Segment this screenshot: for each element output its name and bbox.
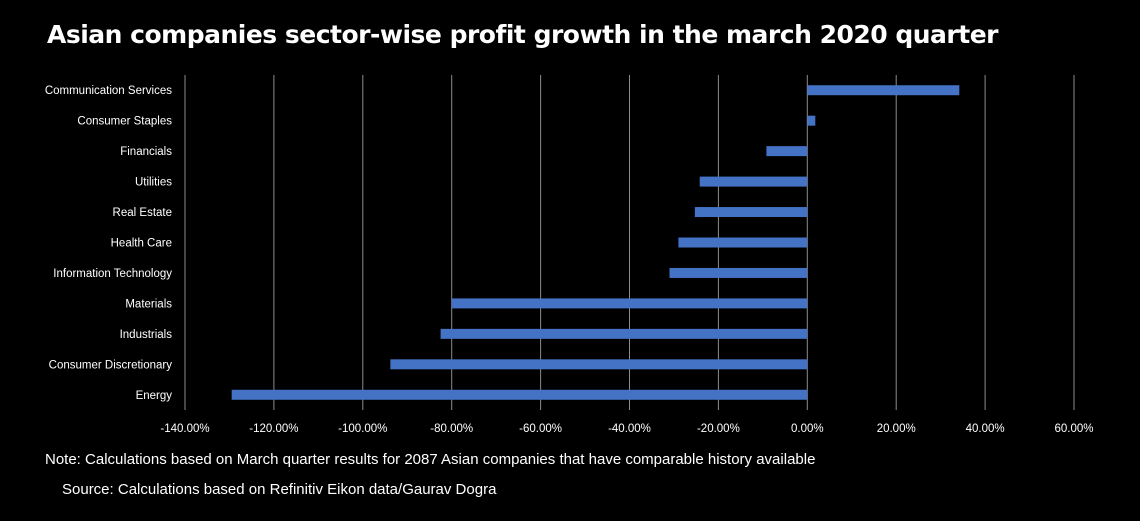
category-label: Communication Services	[45, 85, 172, 97]
x-tick-label: -120.00%	[249, 423, 298, 435]
source-text: Source: Calculations based on Refinitiv …	[62, 481, 497, 498]
x-tick-label: -100.00%	[338, 423, 387, 435]
bar	[807, 115, 816, 126]
category-label: Financials	[120, 146, 172, 158]
chart-title: Asian companies sector-wise profit growt…	[47, 20, 999, 49]
bar	[699, 176, 808, 187]
category-label: Consumer Discretionary	[49, 359, 173, 371]
category-label: Industrials	[120, 329, 173, 341]
x-tick-label: 60.00%	[1054, 423, 1093, 435]
bar	[390, 359, 808, 370]
x-tick-label: -20.00%	[697, 423, 740, 435]
x-tick-label: -80.00%	[430, 423, 473, 435]
x-tick-label: -140.00%	[160, 423, 209, 435]
category-label: Utilities	[135, 177, 172, 189]
category-label: Energy	[136, 390, 173, 402]
category-label: Consumer Staples	[77, 116, 172, 128]
bar	[231, 389, 808, 400]
category-label: Materials	[125, 298, 172, 310]
x-tick-label: 0.00%	[791, 423, 824, 435]
bar	[694, 207, 808, 218]
bar	[807, 85, 960, 96]
category-label: Health Care	[111, 238, 172, 250]
bar	[766, 146, 808, 157]
bar	[451, 298, 808, 309]
x-tick-labels: -140.00% -120.00% -100.00% -80.00% -60.00% -4…	[160, 423, 1093, 435]
x-tick-label: 20.00%	[877, 423, 916, 435]
x-tick-label: 40.00%	[966, 423, 1005, 435]
x-tick-label: -40.00%	[608, 423, 651, 435]
gridlines	[184, 75, 1075, 410]
category-label: Information Technology	[53, 268, 172, 280]
note-text: Note: Calculations based on March quarte…	[45, 451, 816, 468]
bars	[231, 85, 960, 400]
bar	[669, 267, 808, 278]
category-labels: Communication Services Consumer Staples Fi…	[45, 85, 172, 402]
bar	[678, 237, 808, 248]
category-label: Real Estate	[113, 207, 172, 219]
x-tick-label: -60.00%	[519, 423, 562, 435]
bar	[440, 328, 808, 339]
